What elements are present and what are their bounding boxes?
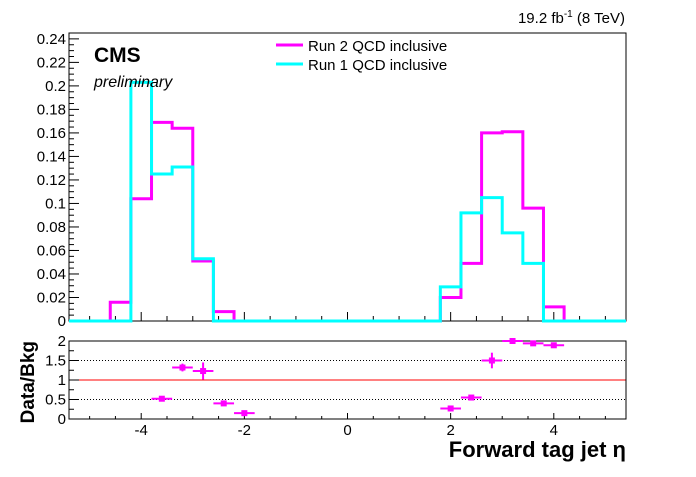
- ratio-point-marker: [179, 364, 186, 371]
- ratio-point-marker: [468, 394, 475, 401]
- ratio-point-marker: [447, 405, 454, 412]
- ratio-reference-lines: [69, 360, 626, 400]
- ratio-point-8: [481, 352, 503, 369]
- legend: Run 2 QCD inclusive Run 1 QCD inclusive: [276, 38, 447, 74]
- top-y-tick-label: 0.18: [37, 101, 66, 118]
- top-y-tick-label: 0.04: [37, 266, 66, 283]
- legend-label-1: Run 2 QCD inclusive: [308, 38, 447, 55]
- ratio-x-tick-label: 4: [550, 422, 558, 439]
- top-y-tick-label: 0.16: [37, 125, 66, 142]
- top-y-tick-label: 0.12: [37, 172, 66, 189]
- ratio-y-tick-label: 2: [58, 333, 66, 350]
- ratio-y-tick-label: 1.5: [45, 353, 66, 370]
- legend-label-2: Run 1 QCD inclusive: [308, 57, 447, 74]
- ratio-point-3: [192, 362, 214, 380]
- ratio-panel: 0 0.5 1 1.5 2 -4 -2 0 2 4 Data/Bkg Forward tag j…: [18, 333, 627, 462]
- ratio-point-6: [440, 405, 461, 412]
- ratio-point-marker: [200, 368, 207, 375]
- ratio-point-4: [213, 400, 235, 407]
- ratio-point-7: [460, 394, 482, 401]
- ratio-x-tick-label: 2: [446, 422, 454, 439]
- ratio-point-marker: [220, 400, 227, 407]
- ratio-points-group: [151, 338, 565, 417]
- top-y-tick-label: 0.24: [37, 31, 66, 48]
- ratio-point-marker: [530, 340, 537, 347]
- ratio-point-marker: [158, 395, 165, 402]
- ratio-y-axis-title: Data/Bkg: [18, 341, 39, 423]
- x-axis-title: Forward tag jet η: [449, 437, 626, 462]
- ratio-x-tick-label: 0: [343, 422, 351, 439]
- histogram-series-2: [69, 80, 626, 323]
- ratio-point-marker: [488, 357, 495, 364]
- distribution-panel: 0 0.02 0.04 0.06 0.08 0.1 0.12 0.14 0.16 0.18 0.2 0…: [37, 31, 627, 330]
- ratio-point-marker: [241, 410, 248, 417]
- ratio-y-axis: 0 0.5 1 1.5 2: [45, 333, 79, 428]
- cms-label: CMS: [94, 44, 141, 67]
- top-y-axis: 0 0.02 0.04 0.06 0.08 0.1 0.12 0.14 0.16 0.18 0.2 0…: [37, 31, 79, 330]
- top-y-tick-label: 0: [58, 313, 66, 330]
- ratio-point-9: [502, 338, 523, 344]
- ratio-point-1: [151, 395, 173, 402]
- top-y-tick-label: 0.14: [37, 148, 66, 165]
- histogram-series-group: [69, 80, 626, 323]
- ratio-x-axis: -4 -2 0 2 4: [89, 413, 606, 439]
- preliminary-label: preliminary: [93, 74, 173, 91]
- ratio-point-5: [234, 410, 255, 417]
- ratio-point-10: [522, 340, 544, 347]
- ratio-point-marker: [509, 338, 516, 344]
- ratio-point-2: [172, 363, 193, 372]
- ratio-y-tick-label: 0: [58, 411, 66, 428]
- luminosity-label: 19.2 fb-1 (8 TeV): [518, 9, 625, 27]
- ratio-y-tick-label: 0.5: [45, 392, 66, 409]
- top-y-tick-label: 0.08: [37, 219, 66, 236]
- top-y-tick-label: 0.22: [37, 54, 66, 71]
- top-y-tick-label: 0.2: [45, 78, 66, 95]
- top-y-tick-label: 0.02: [37, 289, 66, 306]
- top-y-tick-label: 0.1: [45, 195, 66, 212]
- ratio-y-tick-label: 1: [58, 372, 66, 389]
- ratio-x-tick-label: -4: [135, 422, 148, 439]
- ratio-x-tick-label: -2: [238, 422, 251, 439]
- top-y-tick-label: 0.06: [37, 242, 66, 259]
- ratio-point-11: [543, 342, 565, 349]
- ratio-point-marker: [550, 342, 557, 349]
